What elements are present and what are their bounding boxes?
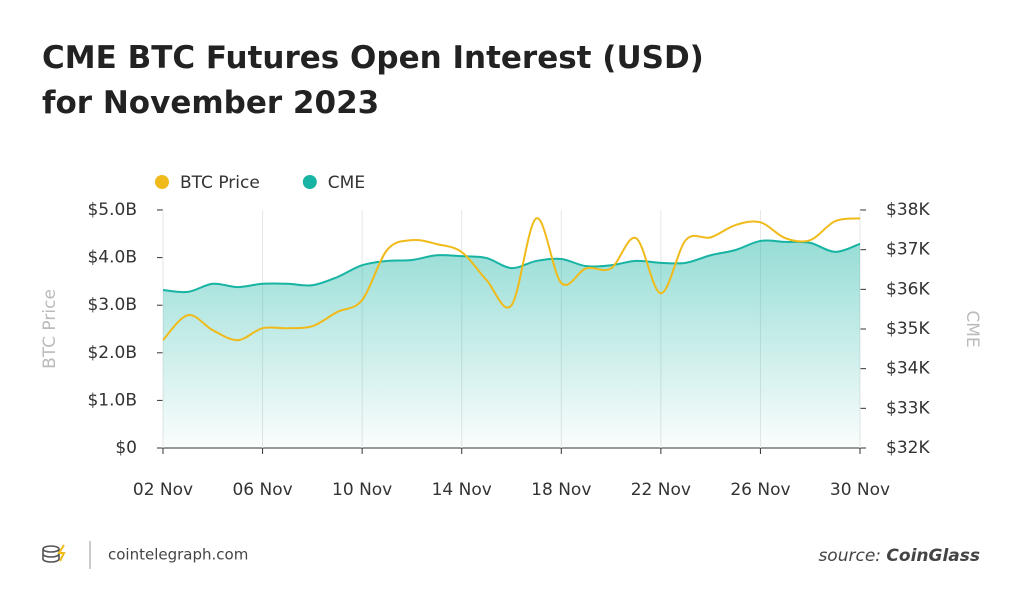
y2-tick-label: $36K	[886, 279, 930, 299]
legend-marker	[155, 175, 169, 189]
x-tick-label: 30 Nov	[830, 480, 890, 500]
y2-tick-label: $34K	[886, 359, 930, 379]
area	[163, 240, 860, 448]
y2-tick-label: $38K	[886, 200, 930, 220]
y-tick-label: $1.0B	[87, 390, 137, 410]
source-name: CoinGlass	[886, 546, 980, 566]
y2-tick-label: $32K	[886, 438, 930, 458]
legend-label: BTC Price	[180, 173, 260, 193]
x-tick-label: 14 Nov	[432, 480, 492, 500]
y-tick-label: $2.0B	[87, 343, 137, 363]
y-axis-title: BTC Price	[40, 289, 60, 369]
y-tick-label: $4.0B	[87, 248, 137, 268]
legend-marker	[302, 175, 317, 189]
x-tick-label: 10 Nov	[332, 480, 392, 500]
line	[162, 239, 861, 294]
logo	[42, 541, 91, 569]
source: source: CoinGlass	[818, 546, 980, 566]
x-tick-label: 22 Nov	[631, 480, 691, 500]
y-tick-label: $0	[115, 438, 137, 458]
y-tick-label: $5.0B	[87, 200, 137, 220]
x-tick-label: 06 Nov	[232, 480, 292, 500]
legend-label: CME	[328, 173, 365, 193]
brand: cointelegraph.com	[108, 546, 248, 564]
x-tick-label: 02 Nov	[133, 480, 193, 500]
source-prefix: source:	[818, 546, 881, 566]
y-tick-label: $3.0B	[87, 295, 137, 315]
y2-tick-label: $33K	[886, 398, 930, 418]
x-tick-label: 26 Nov	[730, 480, 790, 500]
x-tick-label: 18 Nov	[531, 480, 591, 500]
line	[162, 217, 861, 342]
chart-title: CME BTC Futures Open Interest (USD) for …	[42, 40, 704, 121]
y2-axis-title: CME	[962, 310, 982, 347]
y2-tick-label: $35K	[886, 319, 930, 339]
y2-tick-label: $37K	[886, 240, 930, 260]
